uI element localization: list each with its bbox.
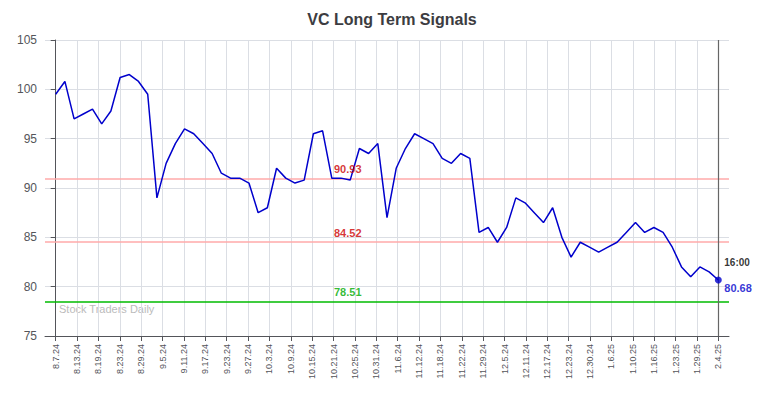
svg-text:1.23.25: 1.23.25 [671, 344, 681, 374]
svg-text:80: 80 [24, 280, 38, 294]
svg-text:Stock Traders Daily: Stock Traders Daily [59, 303, 155, 315]
svg-text:75: 75 [24, 329, 38, 343]
svg-text:8.13.24: 8.13.24 [72, 344, 82, 374]
svg-text:1.16.25: 1.16.25 [649, 344, 659, 374]
svg-text:100: 100 [17, 82, 37, 96]
svg-text:95: 95 [24, 132, 38, 146]
svg-text:12.23.24: 12.23.24 [564, 344, 574, 379]
svg-text:90.93: 90.93 [334, 163, 362, 175]
svg-text:8.29.24: 8.29.24 [136, 344, 146, 374]
svg-text:12.5.24: 12.5.24 [500, 344, 510, 374]
svg-text:2.4.25: 2.4.25 [713, 344, 723, 369]
svg-text:12.17.24: 12.17.24 [542, 344, 552, 379]
svg-text:84.52: 84.52 [334, 227, 362, 239]
svg-text:10.15.24: 10.15.24 [307, 344, 317, 379]
svg-text:9.17.24: 9.17.24 [200, 344, 210, 374]
svg-text:11.12.24: 11.12.24 [414, 344, 424, 378]
svg-text:11.22.24: 11.22.24 [457, 344, 467, 378]
svg-text:16:00: 16:00 [724, 257, 750, 268]
svg-text:10.21.24: 10.21.24 [329, 344, 339, 379]
svg-text:80.68: 80.68 [724, 282, 752, 294]
svg-text:1.6.25: 1.6.25 [606, 344, 616, 369]
svg-text:8.19.24: 8.19.24 [93, 344, 103, 374]
svg-text:10.9.24: 10.9.24 [286, 344, 296, 374]
svg-text:10.25.24: 10.25.24 [350, 344, 360, 379]
svg-text:9.23.24: 9.23.24 [222, 344, 232, 374]
svg-text:VC Long Term Signals: VC Long Term Signals [307, 11, 477, 28]
svg-text:78.51: 78.51 [334, 286, 362, 298]
svg-text:1.10.25: 1.10.25 [628, 344, 638, 374]
svg-text:11.6.24: 11.6.24 [393, 344, 403, 373]
svg-text:10.3.24: 10.3.24 [264, 344, 274, 374]
svg-text:11.29.24: 11.29.24 [478, 344, 488, 378]
svg-text:9.11.24: 9.11.24 [179, 344, 189, 373]
svg-text:9.27.24: 9.27.24 [243, 344, 253, 374]
svg-text:90: 90 [24, 181, 38, 195]
svg-text:12.11.24: 12.11.24 [521, 344, 531, 378]
svg-text:11.18.24: 11.18.24 [435, 344, 445, 378]
svg-text:8.23.24: 8.23.24 [115, 344, 125, 374]
svg-text:12.30.24: 12.30.24 [585, 344, 595, 379]
svg-text:105: 105 [17, 33, 37, 47]
svg-text:9.5.24: 9.5.24 [158, 344, 168, 369]
svg-text:85: 85 [24, 230, 38, 244]
svg-text:1.29.25: 1.29.25 [692, 344, 702, 374]
svg-text:10.31.24: 10.31.24 [371, 344, 381, 379]
svg-text:8.7.24: 8.7.24 [51, 344, 61, 369]
